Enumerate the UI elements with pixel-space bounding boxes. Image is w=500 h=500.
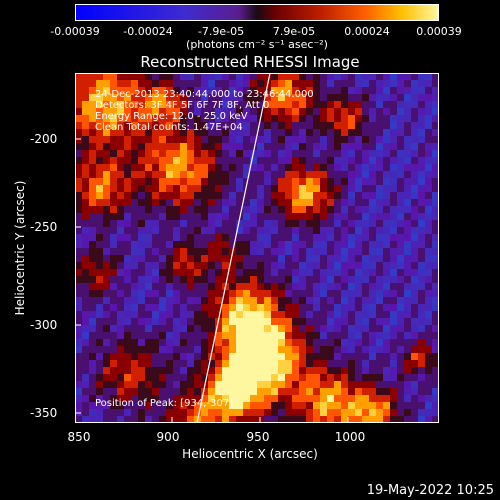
- colorbar-tick: 0.00024: [344, 25, 390, 38]
- colorbar-tick: 0.00039: [416, 25, 462, 38]
- y-tick-label: -250: [30, 220, 58, 234]
- energy-range-text: Energy Range: 12.0 - 25.0 keV: [95, 111, 248, 122]
- footer-date: 19-May-2022 10:25: [366, 483, 494, 498]
- colorbar-tick: 7.9e-05: [272, 25, 316, 38]
- rhessi-image: [75, 73, 439, 423]
- y-axis-label: Heliocentric Y (arcsec): [13, 180, 27, 316]
- colorbar-tick: -7.9e-05: [197, 25, 245, 38]
- y-tick-label: -300: [30, 318, 58, 332]
- plot-frame: [75, 73, 439, 423]
- y-tick-label: -350: [30, 406, 58, 420]
- x-tick-label: 1000: [334, 430, 366, 444]
- colorbar: [75, 4, 439, 21]
- plot-title: Reconstructed RHESSI Image: [140, 53, 360, 71]
- colorbar-tick: -0.00039: [50, 25, 100, 38]
- total-counts-text: Clean Total counts: 1.47E+04: [95, 122, 243, 133]
- colorbar-tick: -0.00024: [123, 25, 173, 38]
- axis-ticks: [75, 138, 349, 423]
- x-tick-label: 950: [246, 430, 270, 444]
- x-tick-label: 850: [67, 430, 91, 444]
- time-range-text: 24-Dec-2013 23:40:44.000 to 23:46:44.000: [95, 89, 314, 100]
- x-tick-label: 900: [156, 430, 180, 444]
- peak-position-text: Position of Peak: [934,-307]: [95, 398, 233, 409]
- colorbar-units: (photons cm⁻² s⁻¹ asec⁻²): [186, 38, 328, 51]
- detectors-text: Detectors: 3F 4F 5F 6F 7F 8F, Att 0: [95, 100, 270, 111]
- y-tick-label: -200: [30, 132, 58, 146]
- image-plot: [75, 73, 439, 423]
- solar-limb-line: [196, 73, 271, 423]
- x-axis-label: Heliocentric X (arcsec): [182, 447, 318, 461]
